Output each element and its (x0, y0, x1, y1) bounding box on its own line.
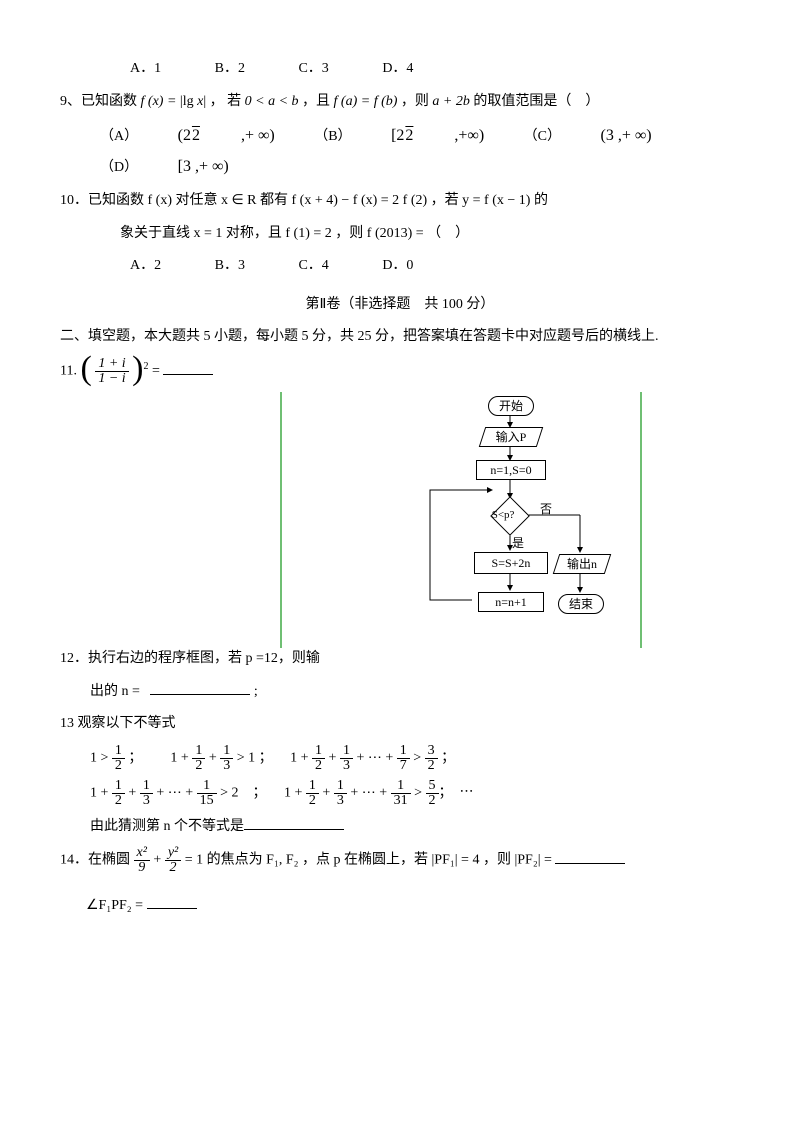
rparen-icon: ) (132, 359, 143, 379)
q13-blank (244, 815, 344, 830)
q8-a: A．1 (130, 56, 161, 83)
q10-b: B．3 (215, 253, 245, 280)
flow-init: n=1,S=0 (476, 460, 546, 480)
q9-B: [22 ,+∞) (391, 121, 484, 151)
q9-D-label: （D） (100, 155, 138, 182)
q11-no: 11. (60, 364, 77, 379)
q13-line3: 由此猜测第 n 个不等式是 (60, 814, 740, 841)
q10-l2: 象关于直线 x = 1 对称，且 f (1) = 2 ，则 f (2013) =… (60, 221, 740, 248)
q13-line2: 1 + 12 + 13 + ⋯ + 115 > 2 ； 1 + 12 + 13 … (60, 779, 740, 808)
flow-end: 结束 (558, 594, 604, 614)
flow-out: 输出n (553, 554, 611, 574)
q9-options: （A） (22 ,+ ∞) （B） [22 ,+∞) （C） (3 ,+ ∞) … (60, 121, 740, 182)
section2-intro: 二、填空题，本大题共 5 小题，每小题 5 分，共 25 分，把答案填在答题卡中… (60, 324, 740, 351)
q12-blank (150, 680, 250, 695)
q9-C-label: （C） (524, 124, 561, 151)
q14-blank1 (555, 849, 625, 864)
q9-cond: 0 < a < b (245, 94, 299, 109)
q9-B-label: （B） (314, 124, 351, 151)
q14-angle: ∠F₁PF₂ = (60, 893, 740, 920)
q9-stem-c: ，且 (302, 94, 334, 109)
q9-A-label: （A） (100, 124, 138, 151)
q9-A: (22 ,+ ∞) (178, 121, 275, 151)
q13-head: 13 观察以下不等式 (60, 711, 740, 738)
flow-start: 开始 (488, 396, 534, 416)
q8-c: C．3 (298, 56, 328, 83)
q10-d: D．0 (382, 253, 413, 280)
q14-blank2 (147, 894, 197, 909)
flowchart-area: 开始 输入P n=1,S=0 S<p? 是 否 S=S+2n n=n+1 输出n… (60, 392, 740, 672)
q8-d: D．4 (382, 56, 413, 83)
q11-frac: 1 + i 1 − i (95, 357, 128, 386)
part2-title: 第Ⅱ卷（非选择题 共 100 分） (60, 292, 740, 319)
q10-c: C．4 (298, 253, 328, 280)
q13-line1: 1 > 12 ； 1 + 12 + 13 > 1 ； 1 + 12 + 13 +… (60, 744, 740, 773)
q10-a: A．2 (130, 253, 161, 280)
q9-C: (3 ,+ ∞) (601, 121, 652, 151)
q8-b: B．2 (215, 56, 245, 83)
flow-input: 输入P (479, 427, 543, 447)
flow-body: S=S+2n (474, 552, 548, 574)
q8-options: A．1 B．2 C．3 D．4 (60, 56, 740, 83)
q11: 11. ( 1 + i 1 − i )2 = (60, 357, 740, 386)
q9-stem-a: 9、已知函数 (60, 94, 141, 109)
flow-inc: n=n+1 (478, 592, 544, 612)
q9-stem-b: ， 若 (210, 94, 245, 109)
lparen-icon: ( (80, 359, 91, 379)
q11-blank (163, 360, 213, 375)
q10-opts: A．2 B．3 C．4 D．0 (60, 253, 740, 280)
q9-fa: f (a) = f (b) (334, 94, 398, 109)
q9-fx: f (x) = |lg x| (141, 94, 207, 109)
q10-l1: 10．已知函数 f (x) 对任意 x ∈ R 都有 f (x + 4) − f… (60, 188, 740, 215)
q9-stem-d: ，则 (401, 94, 433, 109)
q14: 14．在椭圆 x²9 + y²2 = 1 的焦点为 F₁, F₂ ，点 p 在椭… (60, 846, 740, 875)
flowchart: 开始 输入P n=1,S=0 S<p? 是 否 S=S+2n n=n+1 输出n… (400, 392, 660, 672)
green-bar-left (280, 392, 282, 648)
q9-D: [3 ,+ ∞) (178, 152, 229, 182)
flow-no: 否 (540, 498, 552, 521)
q12-l2: 出的 n = ; (60, 679, 740, 706)
q9-stem-e: 的取值范围是（ ） (473, 94, 599, 109)
q9-a2b: a + 2b (432, 94, 469, 109)
q11-eq: = (152, 364, 163, 379)
q9: 9、已知函数 f (x) = |lg x| ， 若 0 < a < b ，且 f… (60, 89, 740, 116)
q11-sq: 2 (143, 361, 148, 372)
